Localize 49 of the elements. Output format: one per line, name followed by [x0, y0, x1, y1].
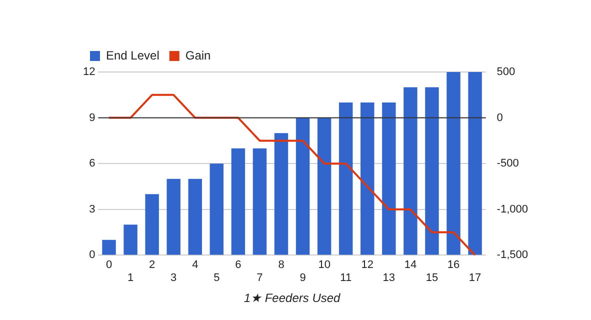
x-tick-label: 10 [318, 258, 330, 271]
bar [404, 87, 418, 255]
x-tick-label: 12 [361, 258, 374, 271]
x-tick-label: 0 [106, 258, 112, 271]
y-tick-label: 12 [82, 66, 96, 78]
y2-tick-label: 500 [496, 66, 516, 78]
bar [382, 102, 396, 255]
bar [124, 224, 138, 255]
x-tick-label: 4 [192, 258, 198, 271]
bar [102, 240, 116, 255]
x-tick-label: 5 [214, 272, 220, 284]
legend-label: Gain [185, 48, 211, 62]
x-tick-label: 13 [382, 272, 396, 284]
x-tick-label: 3 [170, 272, 177, 284]
bar [338, 102, 353, 255]
x-tick-label: 7 [256, 272, 263, 284]
x-tick-label: 6 [235, 258, 242, 271]
bar [468, 72, 482, 255]
y2-tick-label: 0 [496, 112, 503, 124]
bar [317, 118, 332, 255]
bar [145, 194, 159, 255]
bar [210, 164, 224, 255]
y-tick-label: 9 [89, 112, 96, 124]
bar [166, 178, 180, 255]
x-tick-label: 8 [278, 258, 284, 271]
x-axis-title: 1★ Feeders Used [244, 291, 341, 306]
y-tick-label: 3 [89, 203, 96, 216]
y-tick-label: 6 [89, 158, 96, 170]
bar [446, 72, 460, 255]
bar [296, 118, 310, 255]
x-tick-label: 9 [300, 272, 306, 284]
y2-tick-label: -1,500 [496, 249, 528, 262]
bar [360, 102, 374, 255]
x-tick-label: 15 [426, 272, 438, 284]
x-tick-label: 11 [340, 272, 352, 284]
y2-tick-label: -1,000 [496, 203, 528, 216]
y2-tick-label: -500 [496, 158, 519, 170]
bar [425, 87, 439, 255]
legend-label: End Level [106, 48, 160, 62]
bar [252, 148, 267, 255]
bar [188, 178, 202, 255]
x-tick-label: 17 [468, 272, 482, 284]
bar [231, 148, 246, 255]
y-tick-label: 0 [89, 249, 96, 262]
x-tick-label: 2 [149, 258, 156, 271]
bar [274, 133, 288, 255]
x-tick-label: 1 [127, 272, 134, 284]
x-tick-label: 16 [447, 258, 460, 271]
x-tick-label: 14 [404, 258, 417, 271]
